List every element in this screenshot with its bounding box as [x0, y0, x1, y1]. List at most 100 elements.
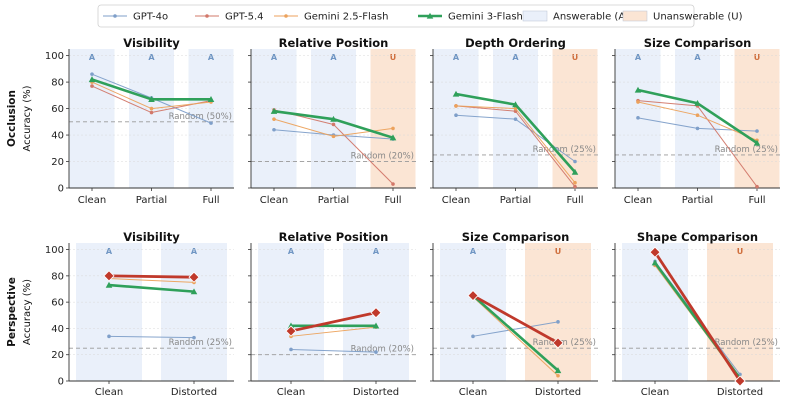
- x-tick-label: Clean: [641, 387, 669, 398]
- x-tick-label: Partial: [318, 195, 349, 206]
- data-point: [209, 121, 213, 125]
- data-point: [272, 117, 276, 121]
- chart-panel: A U Random (25%) Clean Distorted Size Compari…: [430, 230, 598, 398]
- data-point: [90, 84, 94, 88]
- band-U: [734, 49, 780, 188]
- series-gpt54: [467, 290, 564, 349]
- data-point: [734, 375, 746, 387]
- series-g3: [452, 90, 579, 175]
- data-point: [330, 115, 337, 122]
- y-tick-label: 0: [58, 377, 64, 388]
- series-gpt4o: [471, 320, 560, 339]
- data-point: [192, 335, 196, 340]
- data-point: [107, 334, 111, 339]
- x-tick-label: Clean: [624, 195, 652, 206]
- data-point: [452, 90, 460, 97]
- data-point: [88, 76, 96, 83]
- data-point: [370, 307, 382, 319]
- chart-title: Visibility: [123, 36, 180, 50]
- legend-swatch-marker: [284, 14, 288, 18]
- band-A: [675, 49, 720, 188]
- data-point: [694, 99, 701, 106]
- x-tick-label: Partial: [136, 195, 167, 206]
- legend-label: Answerable (A): [553, 12, 629, 23]
- random-label: Random (20%): [351, 345, 414, 355]
- band-U: [525, 243, 591, 381]
- legend: GPT-4o GPT-5.4 Gemini 2.5-Flash Gemini 3-Fl…: [97, 4, 743, 28]
- band-A: [76, 243, 142, 381]
- random-label: Random (25%): [715, 145, 778, 155]
- band-U: [552, 49, 598, 188]
- band-label: U: [572, 53, 579, 62]
- band-label: A: [635, 53, 642, 62]
- chart-title: Shape Comparison: [637, 230, 758, 244]
- series-gpt4o: [107, 334, 196, 340]
- x-tick-label: Clean: [277, 387, 305, 398]
- data-point: [573, 180, 577, 185]
- band-A: [258, 243, 324, 381]
- random-label: Random (25%): [533, 145, 596, 155]
- legend-label: Unanswerable (U): [653, 12, 743, 23]
- data-point: [285, 325, 297, 337]
- band-A: [161, 243, 227, 381]
- data-point: [636, 116, 640, 120]
- legend-box: [97, 4, 695, 28]
- data-point: [148, 96, 155, 102]
- y-axis-label: Accuracy (%): [22, 279, 33, 345]
- series-line: [290, 311, 377, 333]
- band-label: A: [208, 53, 215, 62]
- data-point: [372, 322, 380, 329]
- series-g3: [287, 322, 380, 329]
- chart-panel: A A U Random (25%) Clean Partial Full Size Comp…: [612, 36, 780, 206]
- band-label: U: [754, 53, 761, 62]
- band-label: A: [470, 247, 477, 256]
- random-label: Random (25%): [715, 338, 778, 348]
- chart-title: Visibility: [123, 230, 180, 244]
- data-point: [512, 101, 519, 108]
- data-point: [471, 334, 475, 339]
- chart-panel: A A U Random (20%) Clean Partial Full Relative …: [248, 36, 416, 206]
- band-label: A: [106, 247, 113, 256]
- x-tick-label: Full: [566, 195, 583, 206]
- data-point: [188, 271, 200, 283]
- band-label: A: [330, 53, 337, 62]
- data-point: [636, 100, 640, 104]
- row-label: Perspective: [6, 277, 18, 347]
- y-tick-label: 60: [51, 298, 64, 309]
- y-tick-label: 100: [45, 245, 64, 256]
- data-point: [105, 281, 113, 288]
- band-label: A: [191, 247, 198, 256]
- y-tick-label: 80: [51, 271, 64, 282]
- series-g3: [105, 281, 198, 295]
- y-tick-label: 100: [45, 51, 64, 62]
- legend-item: Answerable (A): [522, 10, 629, 23]
- x-tick-label: Distorted: [535, 387, 581, 398]
- data-point: [90, 72, 94, 76]
- band-label: A: [148, 53, 155, 62]
- series-gpt54: [285, 307, 382, 337]
- x-tick-label: Clean: [459, 387, 487, 398]
- data-point: [556, 320, 560, 324]
- band-label: A: [373, 247, 380, 256]
- band-A: [129, 49, 174, 188]
- y-tick-label: 80: [51, 78, 64, 89]
- series-line: [472, 296, 559, 377]
- series-g3: [270, 107, 397, 141]
- y-tick-label: 60: [51, 104, 64, 115]
- series-line: [290, 326, 377, 337]
- data-point: [103, 270, 115, 282]
- legend-label: GPT-5.4: [225, 12, 263, 23]
- data-point: [149, 110, 154, 115]
- y-tick-label: 40: [51, 324, 64, 335]
- data-point: [287, 322, 295, 329]
- x-tick-label: Clean: [95, 387, 123, 398]
- x-tick-label: Partial: [682, 195, 713, 206]
- series-g25: [454, 104, 577, 185]
- legend-swatch-marker: [205, 14, 209, 18]
- chart-panel: A A U Random (25%) Clean Partial Full Depth Ord…: [430, 36, 598, 206]
- chart-title: Size Comparison: [462, 230, 570, 244]
- x-tick-label: Distorted: [353, 387, 399, 398]
- x-tick-label: Clean: [78, 195, 106, 206]
